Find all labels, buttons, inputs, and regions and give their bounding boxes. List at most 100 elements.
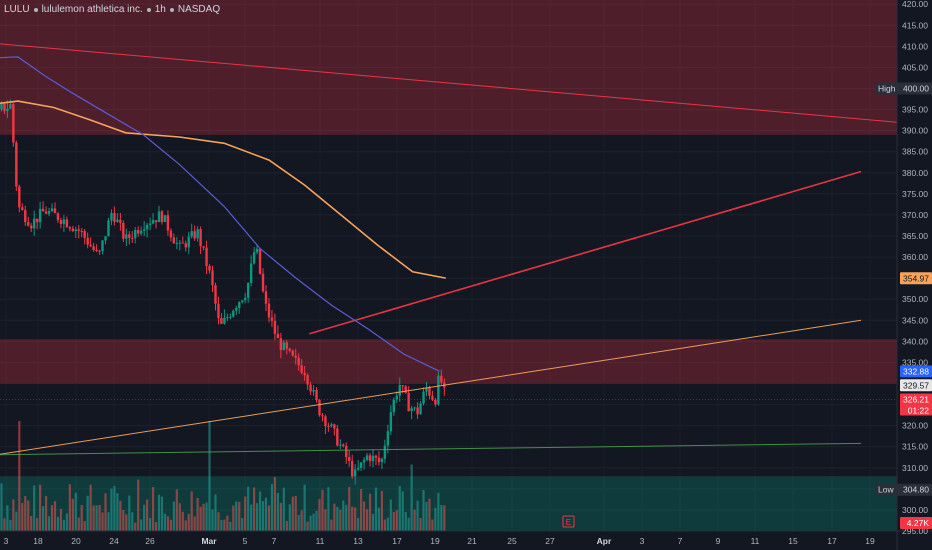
time-tick: Mar <box>201 536 217 546</box>
candle <box>386 431 390 446</box>
volume-bar <box>157 494 161 531</box>
time-tick: 17 <box>392 536 402 546</box>
candle <box>383 445 387 459</box>
candle <box>336 428 339 446</box>
candle <box>175 243 179 245</box>
volume-bar <box>253 487 256 531</box>
time-tick: 19 <box>865 536 875 546</box>
volume-bar <box>440 505 443 531</box>
candle <box>134 230 137 239</box>
candle <box>401 385 404 387</box>
candle <box>128 234 131 238</box>
price-label-value: 332.88 <box>903 366 929 376</box>
volume-bar <box>410 464 413 531</box>
candle <box>294 355 297 358</box>
volume-bar <box>107 512 110 531</box>
volume-bar <box>416 500 419 531</box>
upper-descending-line <box>0 43 898 123</box>
volume-bar <box>92 505 95 531</box>
volume-bar <box>315 510 318 531</box>
chart-header: LULU lululemon athletica inc. 1h NASDAQ <box>4 4 220 15</box>
interval[interactable]: 1h <box>154 4 166 15</box>
volume-bar <box>345 504 348 531</box>
time-tick: 11 <box>316 536 325 546</box>
time-tick: 7 <box>272 536 277 546</box>
volume-bar <box>50 505 54 531</box>
candle <box>267 303 271 318</box>
candle <box>119 219 122 223</box>
price-tick: 420.00 <box>902 0 928 9</box>
candle <box>246 282 250 298</box>
volume-bar <box>178 503 181 531</box>
price-label-bg <box>900 365 932 378</box>
candle <box>47 211 51 214</box>
candle <box>217 303 220 319</box>
volume-bar <box>9 519 12 531</box>
candle <box>416 407 419 415</box>
volume-bar <box>83 521 86 531</box>
volume-bar <box>187 513 190 531</box>
price-label-bg <box>875 82 932 95</box>
resistance-zone-upper <box>0 0 897 135</box>
candle <box>315 389 318 401</box>
volume-bar <box>354 507 357 531</box>
candle <box>330 424 333 427</box>
price-label-name: Low <box>878 485 894 495</box>
candle <box>53 208 57 214</box>
candle <box>101 240 104 252</box>
volume-bar <box>33 485 36 531</box>
price-tick: 310.00 <box>902 463 928 473</box>
volume-bar <box>39 484 42 531</box>
candle <box>3 104 6 112</box>
candle <box>368 455 372 462</box>
ma-fast-line <box>0 56 440 372</box>
candle <box>110 213 113 221</box>
price-label: 329.57 <box>900 379 932 392</box>
volume-bar <box>282 487 285 531</box>
volume-bar <box>119 500 122 531</box>
volume-bar <box>214 494 217 531</box>
candle <box>71 228 75 232</box>
price-tick: 415.00 <box>902 20 928 30</box>
candle <box>324 416 327 427</box>
candle <box>172 237 176 244</box>
volume-bar <box>125 514 128 531</box>
candle <box>398 385 401 396</box>
volume-bar <box>267 505 271 531</box>
symbol[interactable]: LULU <box>4 4 30 15</box>
price-label-bg <box>900 393 932 416</box>
candle <box>15 142 18 187</box>
candle <box>353 469 357 477</box>
volume-bar <box>270 484 274 531</box>
volume-bar <box>0 483 3 531</box>
price-tick: 345.00 <box>902 315 928 325</box>
volume-bar <box>184 520 187 531</box>
volume-bar <box>104 493 107 531</box>
time-tick: 27 <box>545 536 555 546</box>
candle <box>389 412 393 432</box>
volume-bar <box>398 486 401 531</box>
volume-bar <box>12 499 15 531</box>
candle <box>249 263 253 283</box>
candle <box>261 273 265 292</box>
exchange: NASDAQ <box>177 4 221 15</box>
price-tick: 380.00 <box>902 168 928 178</box>
volume-bar <box>140 519 143 531</box>
candle <box>59 220 63 224</box>
candle <box>30 225 33 229</box>
candle <box>243 297 247 301</box>
volume-bar <box>181 511 184 531</box>
candle <box>440 375 443 383</box>
time-tick: 3 <box>4 536 9 546</box>
price-label-bg <box>900 379 932 392</box>
time-tick: 17 <box>827 536 837 546</box>
volume-bar <box>134 522 137 531</box>
volume-bar <box>264 497 268 531</box>
candle <box>407 392 410 412</box>
time-tick: 18 <box>33 536 43 546</box>
candle <box>77 229 80 231</box>
candle <box>306 375 309 385</box>
volume-bar <box>443 505 446 531</box>
candle <box>163 215 167 222</box>
